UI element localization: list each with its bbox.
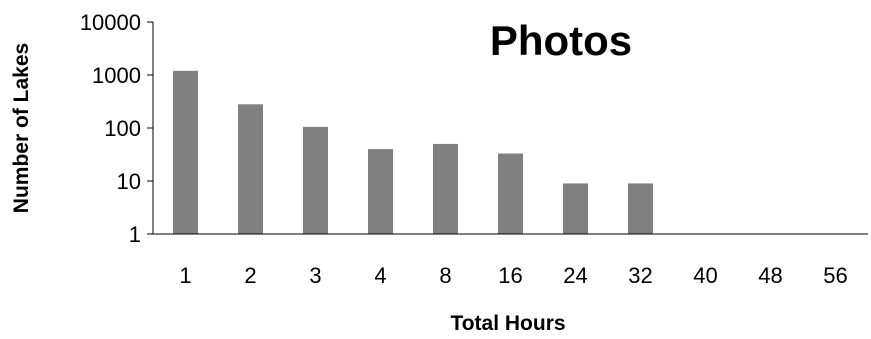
- x-tick-label: 1: [179, 263, 191, 288]
- x-tick-label: 8: [439, 263, 451, 288]
- x-tick-label: 3: [309, 263, 321, 288]
- x-tick-label: 48: [758, 263, 782, 288]
- x-tick-label: 2: [244, 263, 256, 288]
- y-tick-label: 100: [104, 116, 141, 141]
- y-tick-label: 10: [117, 169, 141, 194]
- y-tick-label: 10000: [80, 10, 141, 35]
- x-ticks-layer: 1 2 3 4 8 16 24 32 40 48 56: [179, 263, 847, 288]
- bar-32: [628, 183, 653, 234]
- x-tick-label: 16: [498, 263, 522, 288]
- y-axis-label: Number of Lakes: [10, 43, 33, 213]
- chart-title: Photos: [490, 17, 632, 64]
- y-tick-label: 1000: [92, 63, 141, 88]
- x-tick-label: 32: [628, 263, 652, 288]
- bar-24: [563, 183, 588, 234]
- bar-8: [433, 143, 458, 234]
- x-tick-label: 40: [693, 263, 717, 288]
- x-axis-label: Total Hours: [450, 312, 565, 334]
- bar-3: [303, 126, 328, 234]
- y-tick-label: 1: [129, 222, 141, 247]
- x-tick-label: 56: [823, 263, 847, 288]
- y-ticks-layer: 1 10 100 1000 10000: [80, 10, 153, 247]
- bar-16: [498, 153, 523, 234]
- bars-layer: [173, 70, 653, 234]
- x-tick-label: 4: [374, 263, 386, 288]
- x-tick-label: 24: [563, 263, 587, 288]
- bar-1: [173, 70, 198, 234]
- bar-4: [368, 149, 393, 234]
- bar-2: [238, 104, 263, 234]
